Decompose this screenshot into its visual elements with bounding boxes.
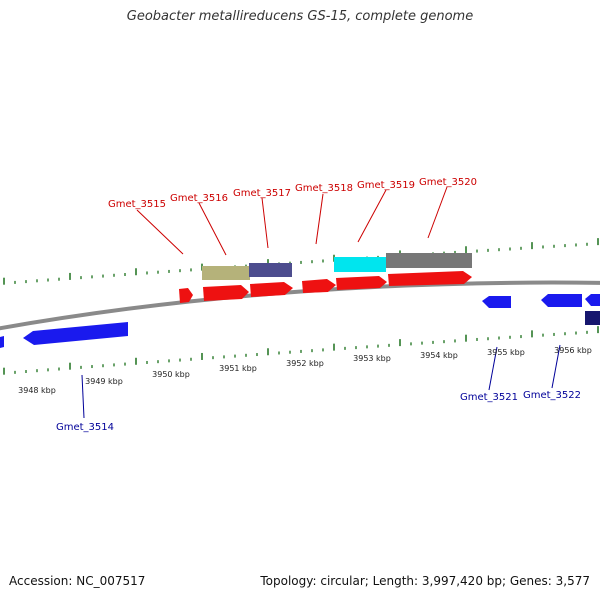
- scale-labels: 3948 kbp 3949 kbp 3950 kbp 3951 kbp 3952…: [18, 346, 592, 395]
- feature-block-slate[interactable]: [249, 263, 292, 277]
- accession-text: Accession: NC_007517: [9, 574, 146, 588]
- callout-line-gmet-3521: [488, 346, 498, 391]
- callout-line-gmet-3518: [315, 193, 324, 245]
- callout-line-gmet-3517: [261, 197, 269, 249]
- forward-gene-arrow[interactable]: [388, 271, 472, 286]
- scale-label-3953: 3953 kbp: [353, 354, 391, 363]
- scale-label-3951: 3951 kbp: [219, 364, 257, 373]
- reverse-gene-labels: Gmet_3514 Gmet_3521 Gmet_3522: [56, 390, 581, 433]
- callout-line-gmet-3514: [81, 374, 85, 419]
- callout-line-gmet-3516: [198, 202, 227, 256]
- callout-line-gmet-3522: [551, 344, 561, 389]
- reverse-gene-arrow[interactable]: [482, 296, 511, 308]
- forward-gene-arrow[interactable]: [179, 288, 193, 303]
- scale-label-3952: 3952 kbp: [286, 359, 324, 368]
- gene-label-gmet-3522[interactable]: Gmet_3522: [523, 390, 581, 401]
- forward-gene-arrow[interactable]: [203, 285, 249, 301]
- scale-label-3949: 3949 kbp: [85, 377, 123, 386]
- gene-label-gmet-3515[interactable]: Gmet_3515: [108, 199, 166, 210]
- gene-label-gmet-3514[interactable]: Gmet_3514: [56, 422, 114, 433]
- scale-label-3955: 3955 kbp: [487, 348, 525, 357]
- reverse-genes: [0, 294, 600, 348]
- gene-label-gmet-3519[interactable]: Gmet_3519: [357, 180, 415, 191]
- scale-label-3948: 3948 kbp: [18, 386, 56, 395]
- gene-label-gmet-3516[interactable]: Gmet_3516: [170, 193, 228, 204]
- reverse-gene-arrow[interactable]: [585, 294, 600, 306]
- scale-label-3954: 3954 kbp: [420, 351, 458, 360]
- topology-text: Topology: circular; Length: 3,997,420 bp…: [260, 574, 590, 588]
- feature-block-cyan[interactable]: [334, 257, 386, 272]
- feature-block-gray[interactable]: [386, 253, 472, 268]
- reverse-gene-arrow[interactable]: [23, 322, 128, 345]
- forward-gene-arrow[interactable]: [302, 279, 336, 293]
- forward-gene-arrow[interactable]: [336, 276, 387, 290]
- gene-label-gmet-3518[interactable]: Gmet_3518: [295, 183, 353, 194]
- forward-gene-labels: Gmet_3515 Gmet_3516 Gmet_3517 Gmet_3518 …: [108, 177, 477, 210]
- feature-block-khaki[interactable]: [202, 266, 250, 280]
- gene-label-gmet-3521[interactable]: Gmet_3521: [460, 392, 518, 403]
- callout-line-gmet-3519: [357, 189, 387, 243]
- reverse-gene-arrow[interactable]: [0, 336, 4, 348]
- map-title: Geobacter metallireducens GS-15, complet…: [126, 9, 474, 24]
- scale-label-3956: 3956 kbp: [554, 346, 592, 355]
- gene-label-gmet-3517[interactable]: Gmet_3517: [233, 188, 291, 199]
- gene-label-gmet-3520[interactable]: Gmet_3520: [419, 177, 477, 188]
- forward-gene-arrow[interactable]: [250, 282, 293, 297]
- genome-backbone: [0, 280, 600, 331]
- scale-label-3950: 3950 kbp: [152, 370, 190, 379]
- reverse-tick-track: [3, 326, 599, 375]
- callout-line-gmet-3515: [136, 209, 184, 255]
- callout-line-gmet-3520: [427, 186, 448, 239]
- reverse-gene-block-dark[interactable]: [585, 311, 600, 325]
- gene-callout-lines: [81, 186, 561, 419]
- forward-tick-track: [3, 238, 599, 285]
- forward-genes: [179, 271, 472, 303]
- reverse-gene-arrow[interactable]: [541, 294, 582, 307]
